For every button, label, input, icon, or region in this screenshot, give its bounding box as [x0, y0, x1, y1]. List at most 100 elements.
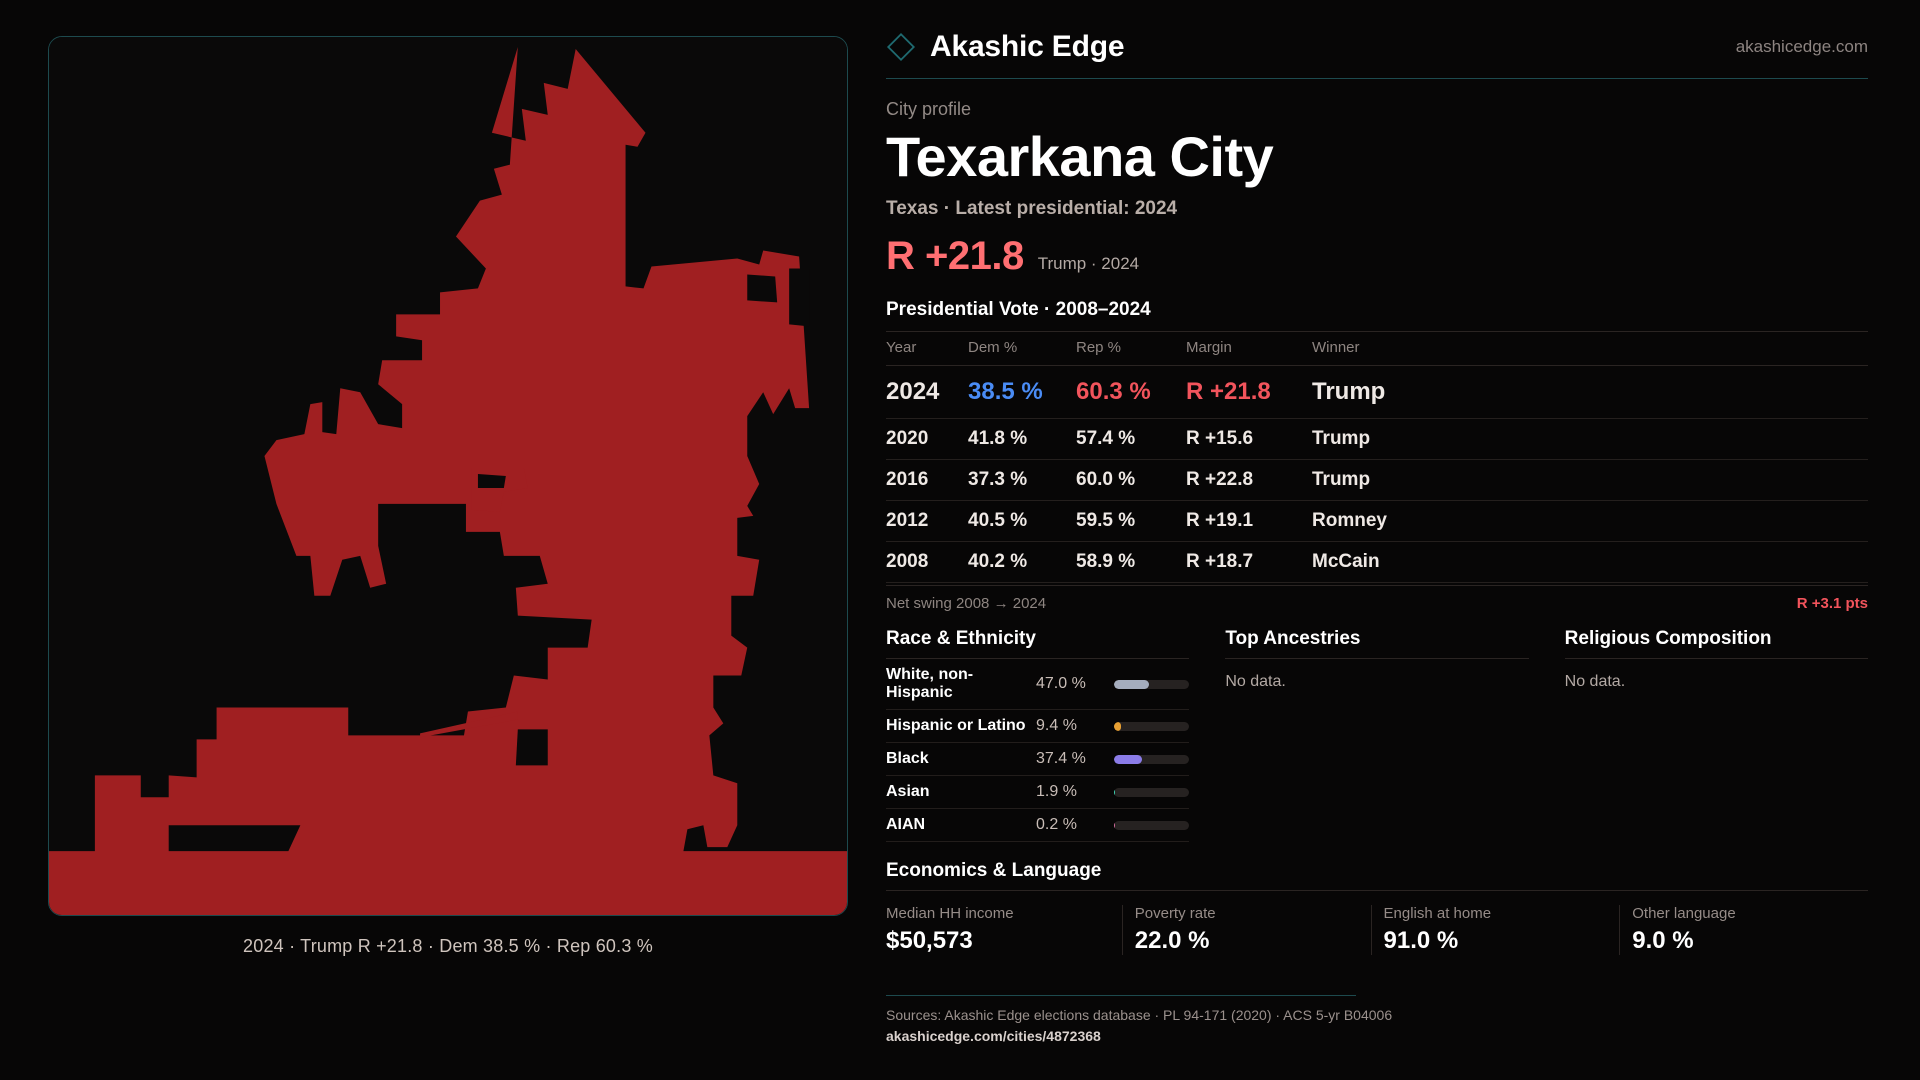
cell-rep: 60.0 %: [1076, 459, 1186, 502]
cell-dem: 40.2 %: [968, 541, 1076, 584]
table-body: 2024 38.5 % 60.3 % R +21.8 Trump 2020 41…: [886, 365, 1868, 584]
col-dem: Dem %: [968, 331, 1076, 367]
economics-divider: [886, 890, 1868, 892]
headline-margin-value: R +21.8: [886, 234, 1024, 279]
race-row: Black 37.4 %: [886, 743, 1190, 777]
cell-dem: 37.3 %: [968, 459, 1076, 502]
cell-rep: 60.3 %: [1076, 365, 1186, 420]
stat-label: Poverty rate: [1134, 905, 1216, 923]
race-label: Hispanic or Latino: [886, 717, 1026, 735]
table-header-row: Year Dem % Rep % Margin Winner: [886, 331, 1868, 367]
stat-card-median-hh-income: Median HH income $50,573: [886, 905, 1122, 955]
race-bar-track: [1114, 754, 1190, 764]
stat-value: 22.0 %: [1134, 927, 1210, 955]
race-bar-fill: [1114, 679, 1150, 689]
race-label: AIAN: [886, 816, 926, 834]
col-rep: Rep %: [1076, 331, 1186, 367]
religious-composition-column: Religious Composition No data.: [1564, 628, 1868, 842]
race-percent: 9.4 %: [1036, 717, 1077, 735]
col-margin: Margin: [1186, 331, 1312, 367]
stat-label: English at home: [1383, 905, 1492, 923]
brand-site[interactable]: akashicedge.com: [1735, 37, 1868, 56]
race-label: Asian: [886, 783, 930, 801]
stat-label: Median HH income: [886, 905, 1014, 923]
race-bar-track: [1114, 787, 1190, 797]
cell-dem: 40.5 %: [968, 500, 1076, 543]
race-row: White, non-Hispanic 47.0 %: [886, 659, 1190, 711]
cell-margin: R +15.6: [1186, 418, 1312, 461]
cell-winner: Romney: [1312, 500, 1868, 543]
race-section-title: Race & Ethnicity: [886, 628, 1190, 660]
race-row: Asian 1.9 %: [886, 776, 1190, 810]
table-row[interactable]: 2020 41.8 % 57.4 % R +15.6 Trump: [886, 418, 1868, 461]
col-year: Year: [886, 331, 968, 367]
ancestries-empty-state: No data.: [1225, 673, 1286, 691]
cell-year: 2024: [886, 365, 968, 420]
race-label: Black: [886, 750, 929, 768]
data-panel: Akashic Edge akashicedge.com City profil…: [868, 0, 1920, 1080]
cell-rep: 59.5 %: [1076, 500, 1186, 543]
presidential-vote-table: Year Dem % Rep % Margin Winner 2024 38.5…: [886, 331, 1868, 584]
race-bar-track: [1114, 721, 1190, 731]
brand-name: Akashic Edge: [930, 30, 1125, 63]
race-bar-fill: [1114, 754, 1143, 764]
map-panel: 2024 · Trump R +21.8 · Dem 38.5 % · Rep …: [0, 0, 868, 1080]
cell-rep: 58.9 %: [1076, 541, 1186, 584]
economics-cards: Median HH income $50,573 Poverty rate 22…: [886, 905, 1868, 956]
race-percent: 1.9 %: [1036, 783, 1077, 801]
stat-value: 91.0 %: [1383, 927, 1459, 955]
col-winner: Winner: [1312, 331, 1868, 367]
religion-empty-state: No data.: [1564, 673, 1626, 691]
table-row[interactable]: 2008 40.2 % 58.9 % R +18.7 McCain: [886, 541, 1868, 584]
cell-winner: McCain: [1312, 541, 1868, 584]
cell-dem: 38.5 %: [968, 365, 1076, 420]
diamond-icon: [886, 32, 916, 62]
footer-sources: Sources: Akashic Edge elections database…: [886, 1007, 1393, 1023]
race-label: White, non-Hispanic: [886, 666, 974, 702]
table-row[interactable]: 2024 38.5 % 60.3 % R +21.8 Trump: [886, 365, 1868, 420]
economics-section-title: Economics & Language: [886, 860, 1102, 882]
top-ancestries-column: Top Ancestries No data.: [1225, 628, 1564, 842]
cell-year: 2020: [886, 418, 968, 461]
race-row: AIAN 0.2 %: [886, 809, 1190, 843]
city-shape: [49, 46, 847, 915]
page-kicker: City profile: [886, 99, 972, 119]
cell-margin: R +18.7: [1186, 541, 1312, 584]
page-title: Texarkana City: [886, 125, 1274, 188]
race-percent: 0.2 %: [1036, 816, 1077, 834]
religion-section-title: Religious Composition: [1564, 628, 1868, 660]
stat-value: 9.0 %: [1632, 927, 1694, 955]
stat-card-english-at-home: English at home 91.0 %: [1370, 905, 1620, 956]
cell-margin: R +19.1: [1186, 500, 1312, 543]
footer-url[interactable]: akashicedge.com/cities/4872368: [886, 1028, 1101, 1044]
brand-row: Akashic Edge akashicedge.com: [886, 30, 1868, 79]
race-bar-fill: [1114, 787, 1116, 797]
table-row[interactable]: 2016 37.3 % 60.0 % R +22.8 Trump: [886, 459, 1868, 502]
footer-divider: [886, 995, 1356, 996]
brand-left: Akashic Edge: [886, 30, 1125, 64]
cell-dem: 41.8 %: [968, 418, 1076, 461]
cell-winner: Trump: [1312, 459, 1868, 502]
city-map-card[interactable]: [48, 36, 848, 916]
votes-section-title: Presidential Vote · 2008–2024: [886, 299, 1151, 321]
city-boundary-map[interactable]: [49, 37, 847, 915]
state-and-latest: Texas · Latest presidential: 2024: [886, 198, 1178, 220]
race-percent: 47.0 %: [1036, 675, 1086, 693]
cell-year: 2012: [886, 500, 968, 543]
footer: Sources: Akashic Edge elections database…: [886, 995, 1868, 1044]
headline-margin-note: Trump · 2024: [1037, 254, 1140, 274]
demographics-columns: Race & Ethnicity White, non-Hispanic 47.…: [886, 628, 1868, 843]
map-caption: 2024 · Trump R +21.8 · Dem 38.5 % · Rep …: [243, 936, 653, 956]
stat-card-other-language: Other language 9.0 %: [1619, 905, 1868, 956]
cell-margin: R +21.8: [1186, 365, 1312, 420]
cell-winner: Trump: [1312, 365, 1868, 420]
table-row[interactable]: 2012 40.5 % 59.5 % R +19.1 Romney: [886, 500, 1868, 543]
race-ethnicity-column: Race & Ethnicity White, non-Hispanic 47.…: [886, 628, 1225, 843]
net-swing-label: Net swing 2008 → 2024: [886, 595, 1047, 613]
headline-margin: R +21.8 Trump · 2024: [886, 234, 1868, 279]
net-swing-value: R +3.1 pts: [1796, 595, 1868, 613]
stat-label: Other language: [1632, 905, 1736, 923]
ancestries-section-title: Top Ancestries: [1225, 628, 1529, 660]
stat-card-poverty-rate: Poverty rate 22.0 %: [1121, 905, 1371, 956]
